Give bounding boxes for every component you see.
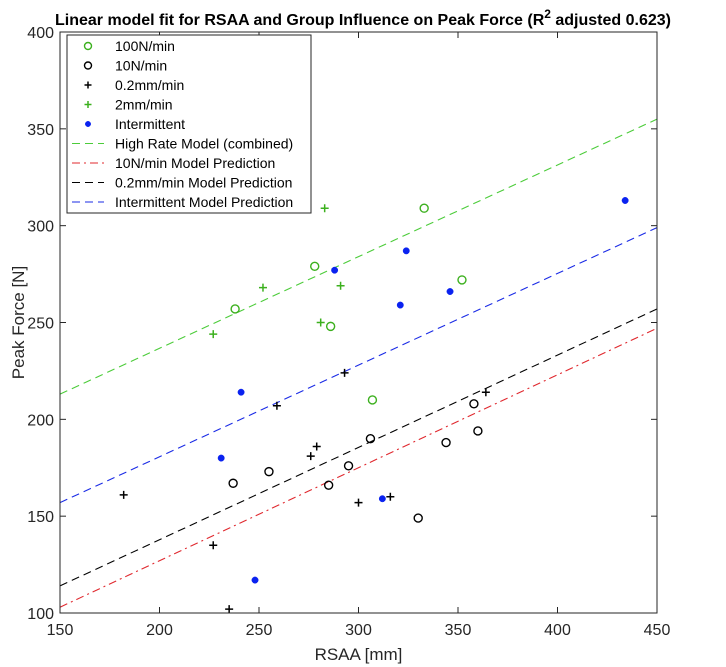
data-point-intermittent — [217, 454, 225, 462]
data-point-10n-min — [323, 480, 334, 490]
chart-title-suffix: adjusted 0.623) — [551, 12, 671, 29]
legend-entry-10n-min: 10N/min — [83, 58, 167, 74]
series-100n-min — [230, 203, 467, 405]
legend-entry-0-2mm-min-model-prediction: 0.2mm/min Model Prediction — [72, 175, 292, 191]
data-point-2mm-min — [209, 330, 218, 339]
x-axis-label: RSAA [mm] — [315, 645, 403, 664]
series-10n-min — [228, 399, 483, 523]
data-point-intermittent — [237, 388, 245, 396]
data-point-100n-min — [457, 275, 467, 285]
legend-marker-2mm-min — [84, 101, 92, 108]
data-point-2mm-min — [336, 281, 345, 290]
legend-label-0-2mm-min: 0.2mm/min — [115, 77, 184, 93]
legend-label-intermittent-model-prediction: Intermittent Model Prediction — [115, 194, 293, 210]
data-point-10n-min — [343, 461, 354, 471]
legend-label-10n-min: 10N/min — [115, 58, 167, 74]
legend-entry-intermittent-model-prediction: Intermittent Model Prediction — [72, 194, 293, 210]
data-point-intermittent — [446, 288, 454, 295]
chart-title-main: Linear model fit for RSAA and Group Infl… — [55, 12, 545, 29]
chart-title: Linear model fit for RSAA and Group Infl… — [55, 7, 671, 29]
data-point-2mm-min — [320, 204, 329, 213]
data-point-100n-min — [310, 261, 320, 272]
x-tick-label: 150 — [47, 622, 74, 639]
data-point-10n-min — [473, 426, 483, 436]
data-point-0-2mm-min — [354, 498, 363, 507]
data-point-100n-min — [419, 203, 429, 213]
data-point-intermittent — [621, 197, 629, 204]
series-0-2mm-min — [119, 368, 490, 614]
legend-entry-10n-min-model-prediction: 10N/min Model Prediction — [72, 155, 275, 171]
data-point-10n-min — [228, 478, 238, 488]
legend-label-2mm-min: 2mm/min — [115, 97, 173, 113]
y-axis-label: Peak Force [N] — [9, 266, 28, 379]
x-tick-label: 300 — [345, 622, 372, 639]
legend-entry-2mm-min: 2mm/min — [84, 97, 173, 113]
data-point-100n-min — [367, 395, 378, 405]
x-tick-label: 350 — [445, 622, 472, 639]
data-point-0-2mm-min — [119, 490, 128, 499]
data-point-0-2mm-min — [272, 401, 281, 410]
legend-entry-0-2mm-min: 0.2mm/min — [84, 77, 184, 93]
data-point-100n-min — [325, 321, 336, 332]
series-2mm-min — [209, 204, 345, 339]
y-tick-label: 300 — [27, 219, 54, 236]
data-point-0-2mm-min — [306, 452, 315, 461]
data-point-0-2mm-min — [340, 368, 349, 377]
data-point-0-2mm-min — [386, 492, 395, 501]
legend-marker-100n-min — [83, 41, 93, 51]
data-point-intermittent — [331, 266, 339, 274]
legend-marker-intermittent — [85, 121, 91, 127]
y-tick-label: 250 — [27, 316, 54, 333]
data-point-10n-min — [469, 399, 479, 409]
data-point-10n-min — [264, 466, 274, 477]
y-tick-label: 150 — [27, 509, 54, 526]
data-point-intermittent — [378, 495, 386, 503]
legend-label-100n-min: 100N/min — [115, 38, 175, 54]
axis-ticks: 150 200 250 300 350 400 4501001502002503003504… — [27, 25, 670, 639]
legend-label-intermittent: Intermittent — [115, 116, 185, 132]
data-point-intermittent — [251, 576, 259, 584]
x-tick-label: 400 — [544, 622, 571, 639]
data-point-2mm-min — [316, 318, 325, 327]
data-point-0-2mm-min — [481, 388, 490, 397]
model-line-10n-min-model-prediction — [59, 327, 658, 608]
y-tick-label: 400 — [27, 25, 54, 42]
data-points — [119, 197, 629, 614]
model-line-intermittent-model-prediction — [59, 227, 658, 504]
legend-marker-10n-min — [83, 61, 93, 70]
series-intermittent — [217, 197, 629, 584]
data-point-intermittent — [402, 247, 410, 255]
data-point-intermittent — [396, 301, 404, 309]
data-point-0-2mm-min — [209, 541, 218, 550]
x-tick-label: 250 — [246, 622, 273, 639]
legend-label-high-rate-model-combined: High Rate Model (combined) — [115, 136, 293, 152]
data-point-10n-min — [413, 513, 423, 523]
model-line-high-rate-model-combined — [59, 118, 658, 395]
x-tick-label: 200 — [146, 622, 173, 639]
model-lines — [59, 118, 658, 608]
legend-entry-intermittent: Intermittent — [85, 116, 185, 132]
data-point-10n-min — [441, 437, 451, 448]
legend-entry-high-rate-model-combined: High Rate Model (combined) — [72, 136, 293, 152]
data-point-10n-min — [365, 434, 376, 444]
x-tick-label: 450 — [644, 622, 671, 639]
data-point-0-2mm-min — [312, 442, 321, 451]
legend-marker-0-2mm-min — [84, 81, 92, 89]
y-tick-label: 350 — [27, 122, 54, 139]
data-point-2mm-min — [258, 283, 267, 292]
model-line-0-2mm-min-model-prediction — [59, 308, 658, 587]
data-point-100n-min — [230, 304, 240, 314]
legend-entry-100n-min: 100N/min — [83, 38, 175, 54]
legend-label-0-2mm-min-model-prediction: 0.2mm/min Model Prediction — [115, 175, 292, 191]
y-tick-label: 100 — [27, 606, 54, 623]
legend: 100N/min 10N/min 0.2mm/min 2mm/min Intermitt… — [66, 34, 312, 214]
chart-title-superscript: 2 — [544, 7, 551, 21]
legend-label-10n-min-model-prediction: 10N/min Model Prediction — [115, 155, 275, 171]
y-tick-label: 200 — [27, 412, 54, 429]
data-point-0-2mm-min — [225, 605, 234, 614]
legend-box — [66, 34, 312, 214]
